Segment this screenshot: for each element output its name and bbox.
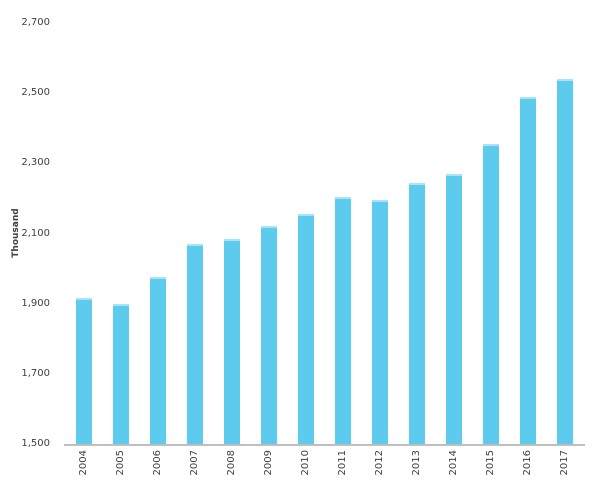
y-tick-label: 1,700 — [21, 367, 50, 379]
x-tick-label-2017: 2017 — [559, 450, 570, 476]
bar-2013 — [409, 182, 425, 444]
x-axis-line — [64, 444, 585, 446]
bar-2005 — [113, 303, 129, 444]
y-tick-label: 2,500 — [21, 87, 50, 99]
x-tick-label-2005: 2005 — [115, 450, 126, 476]
bar-2012 — [372, 200, 388, 444]
x-tick-label-2015: 2015 — [485, 450, 496, 476]
x-tick-label-2014: 2014 — [448, 450, 459, 476]
x-tick-label-2008: 2008 — [226, 450, 237, 476]
bar-2006 — [150, 277, 166, 444]
bar-2016 — [520, 96, 536, 444]
y-tick-label: 2,700 — [21, 17, 50, 28]
x-tick-label-2007: 2007 — [189, 450, 200, 476]
y-tick-label: 2,100 — [21, 227, 50, 239]
x-tick-label-2012: 2012 — [374, 450, 385, 476]
x-tick-label-2011: 2011 — [337, 450, 348, 476]
x-tick-label-2010: 2010 — [300, 450, 311, 476]
bar-2017 — [557, 79, 573, 444]
bar-2007 — [187, 244, 203, 444]
bar-2004 — [76, 298, 92, 444]
bar-2010 — [298, 214, 314, 444]
y-tick-label: 2,300 — [21, 157, 50, 169]
bar-2014 — [446, 173, 462, 444]
bar-2008 — [224, 238, 240, 444]
x-tick-label-2016: 2016 — [522, 450, 533, 476]
x-tick-label-2004: 2004 — [78, 450, 89, 476]
bar-2009 — [261, 226, 277, 444]
x-tick-label-2013: 2013 — [411, 450, 422, 476]
x-tick-label-2006: 2006 — [152, 450, 163, 476]
y-tick-label: 1,500 — [21, 438, 50, 449]
x-tick-label-2009: 2009 — [263, 450, 274, 476]
bar-2015 — [483, 144, 499, 444]
bar-2011 — [335, 196, 351, 444]
y-tick-label: 1,900 — [21, 297, 50, 309]
